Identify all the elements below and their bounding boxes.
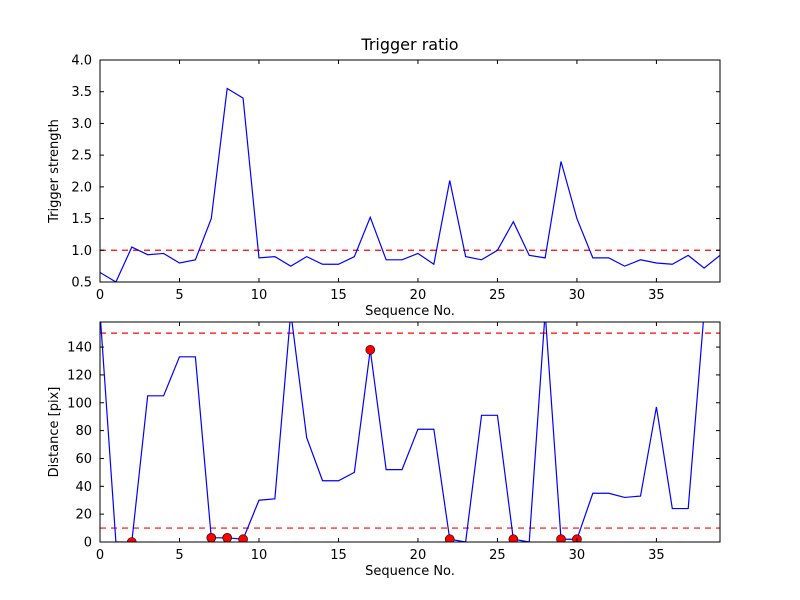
x-tick-label: 30 — [569, 548, 586, 563]
x-tick-label: 10 — [251, 288, 268, 303]
event-marker — [126, 537, 137, 542]
x-tick-label: 15 — [330, 548, 347, 563]
y-tick-label: 0.5 — [71, 276, 92, 291]
x-axis-label: Sequence No. — [365, 304, 455, 319]
x-tick-label: 20 — [410, 288, 427, 303]
y-tick-label: 140 — [67, 341, 92, 356]
y-tick-label: 40 — [75, 480, 92, 495]
x-tick-label: 0 — [96, 548, 104, 563]
distance-plot: 0 5 10 15 20 25 30 35 0 20 40 60 80 100 120 140 Sequence… — [47, 321, 721, 579]
event-marker — [556, 534, 566, 542]
x-tick-label: 0 — [96, 288, 104, 303]
x-tick-label: 25 — [489, 288, 506, 303]
y-tick-label: 80 — [75, 424, 92, 439]
y-axis-label: Distance [pix] — [47, 387, 62, 478]
x-tick-label: 35 — [648, 548, 665, 563]
y-tick-label: 60 — [75, 452, 92, 467]
y-tick-label: 2.0 — [71, 180, 92, 195]
y-tick-label: 0 — [84, 536, 92, 551]
event-marker — [238, 534, 248, 542]
x-tick-label: 20 — [410, 548, 427, 563]
y-tick-label: 4.0 — [71, 54, 92, 69]
y-tick-label: 3.5 — [71, 85, 92, 100]
event-marker — [222, 533, 232, 542]
data-line — [100, 322, 704, 542]
data-line — [100, 87, 720, 282]
axes-frame — [99, 59, 721, 283]
event-marker — [508, 534, 519, 542]
y-tick-label: 20 — [75, 508, 92, 523]
trigger-strength-plot: 0 5 10 15 20 25 30 35 0.5 1.0 1.5 2.0 2.5 3.0 3.5 4.0 Tr… — [47, 35, 721, 319]
axes-frame — [99, 321, 721, 543]
y-tick-label: 100 — [67, 396, 92, 411]
y-tick-label: 2.5 — [71, 149, 92, 164]
event-marker — [206, 533, 217, 542]
y-tick-label: 120 — [67, 368, 92, 383]
x-tick-label: 5 — [175, 548, 183, 563]
x-tick-label: 10 — [251, 548, 268, 563]
x-tick-label: 25 — [489, 548, 506, 563]
y-tick-label: 3.0 — [71, 117, 92, 132]
x-tick-label: 35 — [648, 288, 665, 303]
y-tick-label: 1.0 — [71, 244, 92, 259]
event-marker — [444, 534, 455, 542]
y-tick-label: 1.5 — [71, 212, 92, 227]
x-tick-label: 30 — [569, 288, 586, 303]
x-axis-label: Sequence No. — [365, 564, 455, 579]
y-axis-label: Trigger strength — [47, 119, 62, 224]
event-marker — [365, 345, 376, 355]
x-tick-label: 5 — [175, 288, 183, 303]
plot-title: Trigger ratio — [360, 35, 458, 54]
x-tick-label: 15 — [330, 288, 347, 303]
